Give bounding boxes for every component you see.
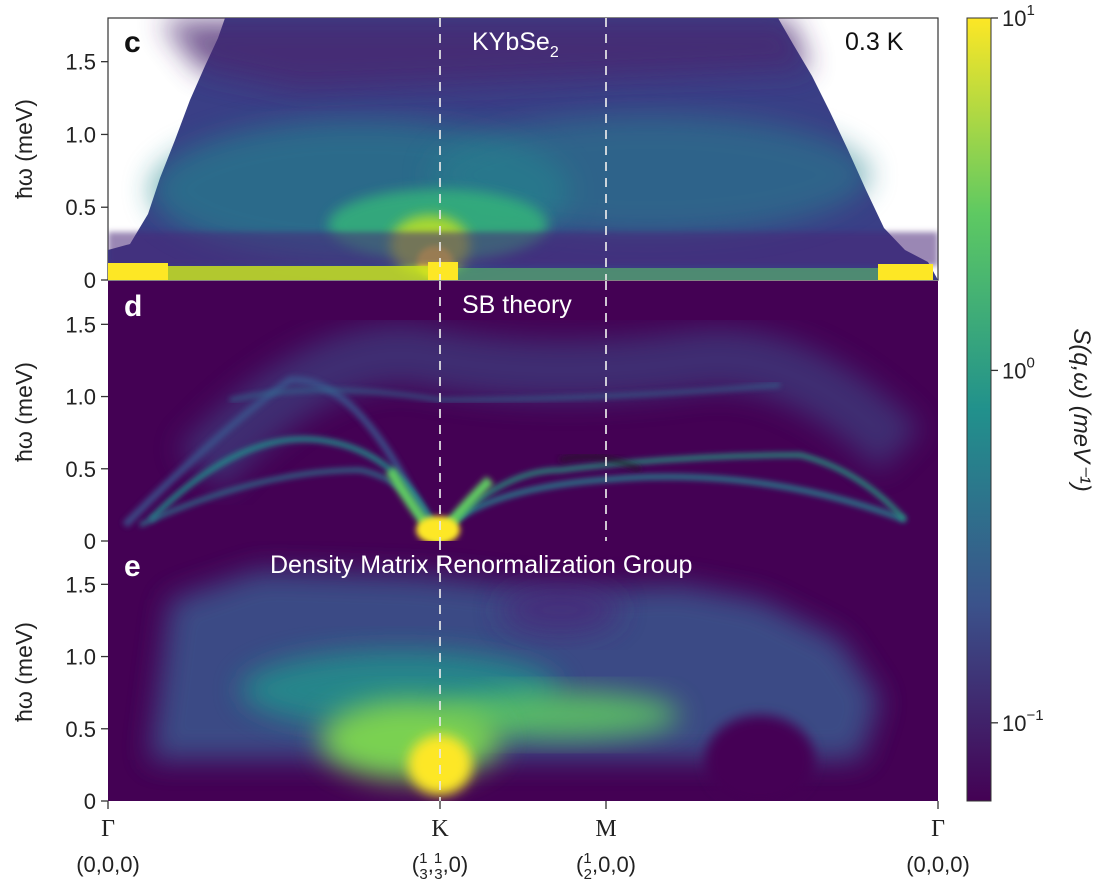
xtick-symbol-1: K xyxy=(431,816,449,842)
panel-e-yaxis: 0 0.5 1.0 1.5 xyxy=(65,572,108,814)
colorbar-tick-label-0: 101 xyxy=(1002,2,1035,31)
panel-c-dark-top xyxy=(160,20,810,90)
panel-d-gap xyxy=(559,453,642,473)
colorbar-gradient xyxy=(966,17,992,802)
panel-c-elastic-left xyxy=(108,263,168,280)
panel-d-ytick-label-2: 1.0 xyxy=(65,385,96,410)
panel-c-noise-band xyxy=(108,232,938,266)
panel-d-continuum xyxy=(178,324,922,491)
panel-c-elastic-mid xyxy=(168,266,428,280)
panel-e-heatmap xyxy=(150,570,880,801)
xtick-coord-3: (0,0,0) xyxy=(906,852,970,877)
panel-e-letter: e xyxy=(124,550,141,583)
panel-c-yaxis: 0 0.5 1.0 1.5 xyxy=(65,50,108,293)
panel-d-title: SB theory xyxy=(462,291,572,319)
panel-c-elastic-right xyxy=(458,268,878,280)
x-axis: Γ (0,0,0) K (1 3,1 3,0) M (1 2,0,0) Γ (0,0,0) xyxy=(76,801,970,883)
panel-d-ytick-label-1: 0.5 xyxy=(65,457,96,482)
panel-d-branch-1 xyxy=(122,376,434,532)
panel-d-branch-5 xyxy=(438,452,907,537)
panel-d-branch-4 xyxy=(436,474,906,537)
panel-c-elastic-edge xyxy=(878,264,933,280)
panel-d-k-peak xyxy=(416,516,460,541)
panel-d-heatmap xyxy=(122,324,922,541)
panel-d: d SB theory 0 0.5 1.0 1.5 ħω (meV) xyxy=(11,281,938,554)
panel-e-ytick-label-2: 1.0 xyxy=(65,645,96,670)
xtick-coord-0: (0,0,0) xyxy=(76,852,140,877)
panel-e-title: Density Matrix Renormalization Group xyxy=(270,551,692,579)
panel-c-band-right xyxy=(430,115,870,235)
panel-c-ytick-label-3: 1.5 xyxy=(65,50,96,75)
panel-c-ytick-label-1: 0.5 xyxy=(65,195,96,220)
panel-c-dashed-lines xyxy=(439,18,607,280)
panel-d-yaxis: 0 0.5 1.0 1.5 xyxy=(65,312,108,554)
panel-c-heatmap xyxy=(108,18,938,280)
panel-d-ytick-label-0: 0 xyxy=(84,529,96,554)
panel-e-ylabel: ħω (meV) xyxy=(11,622,37,722)
xtick-symbol-0: Γ xyxy=(101,816,115,842)
panel-e: e Density Matrix Renormalization Group 0… xyxy=(11,541,938,814)
panel-e-m-band xyxy=(440,691,680,739)
panel-d-ylabel: ħω (meV) xyxy=(11,362,37,462)
panel-d-ytick-label-3: 1.5 xyxy=(65,312,96,337)
panel-c-letter: c xyxy=(124,26,141,59)
panel-d-dashed-lines xyxy=(439,281,607,541)
panel-c-ytick-label-2: 1.0 xyxy=(65,122,96,147)
panel-e-ytick-label-0: 0 xyxy=(84,789,96,814)
xtick-symbol-3: Γ xyxy=(931,816,945,842)
panel-c-temperature: 0.3 K xyxy=(845,28,904,56)
xtick-symbol-2: M xyxy=(595,816,616,842)
panel-c-elastic-k xyxy=(428,262,458,280)
panel-c: c KYbSe2 0.3 K 0 0.5 1.0 1.5 ħω (meV) xyxy=(11,17,939,293)
panel-e-dark-pocket xyxy=(705,715,815,801)
colorbar: 101 100 10−1 S(q,ω) (meV⁻¹) xyxy=(966,2,1095,802)
panel-d-letter: d xyxy=(124,290,142,323)
colorbar-label: S(q,ω) (meV⁻¹) xyxy=(1068,328,1095,491)
xtick-coord-2: (1 2,0,0) xyxy=(576,850,636,883)
colorbar-tick-label-2: 10−1 xyxy=(1002,707,1044,736)
panel-c-ytick-label-0: 0 xyxy=(84,268,96,293)
panel-c-title: KYbSe2 xyxy=(472,28,559,61)
panel-d-upper-band xyxy=(229,383,781,403)
panel-c-ylabel: ħω (meV) xyxy=(11,99,37,199)
colorbar-tick-label-1: 100 xyxy=(1002,354,1035,383)
colorbar-ticks: 101 100 10−1 xyxy=(991,2,1044,736)
panel-e-ytick-label-1: 0.5 xyxy=(65,717,96,742)
xtick-coord-1: (1 3,1 3,0) xyxy=(412,850,469,883)
panel-d-branch-2 xyxy=(148,436,441,537)
panel-e-ytick-label-3: 1.5 xyxy=(65,572,96,597)
panel-e-dark-top xyxy=(500,585,620,635)
